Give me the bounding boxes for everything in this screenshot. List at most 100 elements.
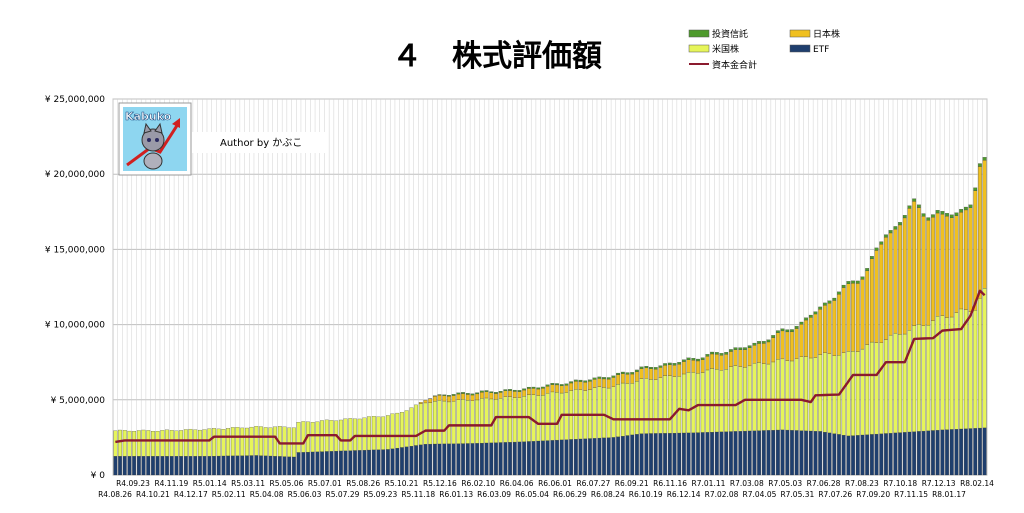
bar-segment-us [183,429,188,457]
bar-segment-jp [470,394,475,402]
bar-segment-us [113,430,118,457]
bar-segment-etf [940,429,945,476]
bar-segment-fund [968,204,973,208]
bar-segment-etf [334,450,339,476]
bar-segment-jp [752,345,757,364]
bar-segment-us [639,378,644,434]
bar-segment-us [221,429,226,457]
bar-segment-fund [635,369,639,372]
bar-segment-etf [451,443,456,476]
bar-segment-jp [935,212,940,317]
bar-segment-jp [569,382,574,391]
bar-segment-us [296,422,301,453]
bar-segment-us [259,426,263,456]
bar-segment-etf [738,431,743,476]
x-tick-label: R5.09.23 [363,490,397,499]
bar-segment-etf [931,430,935,476]
bar-segment-etf [635,434,639,476]
bar-segment-us [686,372,691,434]
bar-segment-etf [259,455,263,476]
bar-segment-etf [216,455,221,476]
bar-segment-etf [503,442,508,476]
bar-segment-us [729,366,733,432]
bar-segment-etf [832,433,837,476]
bar-segment-etf [461,443,465,476]
bar-segment-etf [865,434,870,476]
bar-segment-etf [155,456,160,476]
bar-segment-jp [879,244,884,343]
bar-segment-fund [705,354,710,357]
bar-segment-fund [771,335,776,338]
bar-segment-us [198,429,202,457]
bar-segment-etf [573,439,578,476]
bar-segment-jp [771,337,776,363]
bar-segment-jp [526,388,531,395]
bar-segment-us [620,382,625,437]
bar-segment-fund [451,394,456,396]
bar-segment-jp [658,367,663,378]
bar-segment-etf [639,433,644,476]
bar-segment-fund [837,291,841,295]
bar-segment-etf [611,437,616,476]
logo-text: Kabuko [125,110,172,123]
bar-segment-us [799,356,804,431]
bar-segment-fund [606,377,611,380]
bar-segment-etf [916,431,921,476]
bar-segment-etf [339,450,343,476]
bar-segment-etf [804,430,808,476]
bar-segment-us [151,431,155,457]
bar-segment-jp [442,395,447,402]
bar-segment-us [888,334,893,434]
bar-segment-us [682,373,686,434]
bar-segment-us [141,429,146,457]
bar-segment-us [160,430,165,457]
bar-segment-us [780,358,785,431]
bar-segment-etf [559,439,564,476]
bar-segment-us [827,353,832,434]
bar-segment-fund [696,358,700,362]
bar-segment-us [611,386,616,438]
bar-segment-etf [165,456,169,476]
bar-segment-etf [771,430,776,476]
bar-segment-etf [428,443,433,476]
bar-segment-us [851,351,855,436]
bar-segment-etf [353,450,357,476]
bar-segment-fund [982,157,987,161]
bar-segment-jp [804,319,808,357]
bar-segment-etf [954,429,959,476]
bar-segment-us [898,334,902,433]
bar-segment-us [667,375,672,434]
bar-segment-fund [512,389,517,392]
bar-segment-us [545,393,550,441]
bar-segment-jp [451,395,456,402]
bar-segment-fund [658,365,663,368]
author-text: Author by かぶこ [220,137,302,149]
bar-segment-jp [545,386,550,394]
bar-segment-fund [555,383,559,386]
logo-cat-eye-left-icon [147,138,151,142]
bar-segment-jp [498,392,503,399]
bar-segment-etf [151,456,155,476]
bar-segment-jp [888,232,893,336]
bar-segment-fund [498,391,503,393]
bar-segment-us [240,427,245,456]
bar-segment-fund [489,391,494,394]
bar-segment-etf [254,455,259,476]
bar-segment-jp [954,215,959,313]
bar-segment-us [949,316,954,430]
bar-segment-jp [620,373,625,384]
bar-segment-us [193,429,198,457]
legend-label-fund: 投資信託 [712,28,748,40]
bar-segment-etf [212,455,216,476]
bar-segment-fund [945,213,949,217]
bar-segment-fund [978,163,982,167]
bar-segment-etf [879,433,884,476]
bar-segment-etf [169,456,174,476]
bar-segment-us [855,351,860,436]
bar-segment-us [719,370,724,432]
bar-segment-us [404,410,409,447]
bar-segment-jp [630,373,635,384]
bar-segment-etf [240,455,245,476]
bar-segment-fund [973,187,978,191]
bar-segment-etf [658,433,663,476]
